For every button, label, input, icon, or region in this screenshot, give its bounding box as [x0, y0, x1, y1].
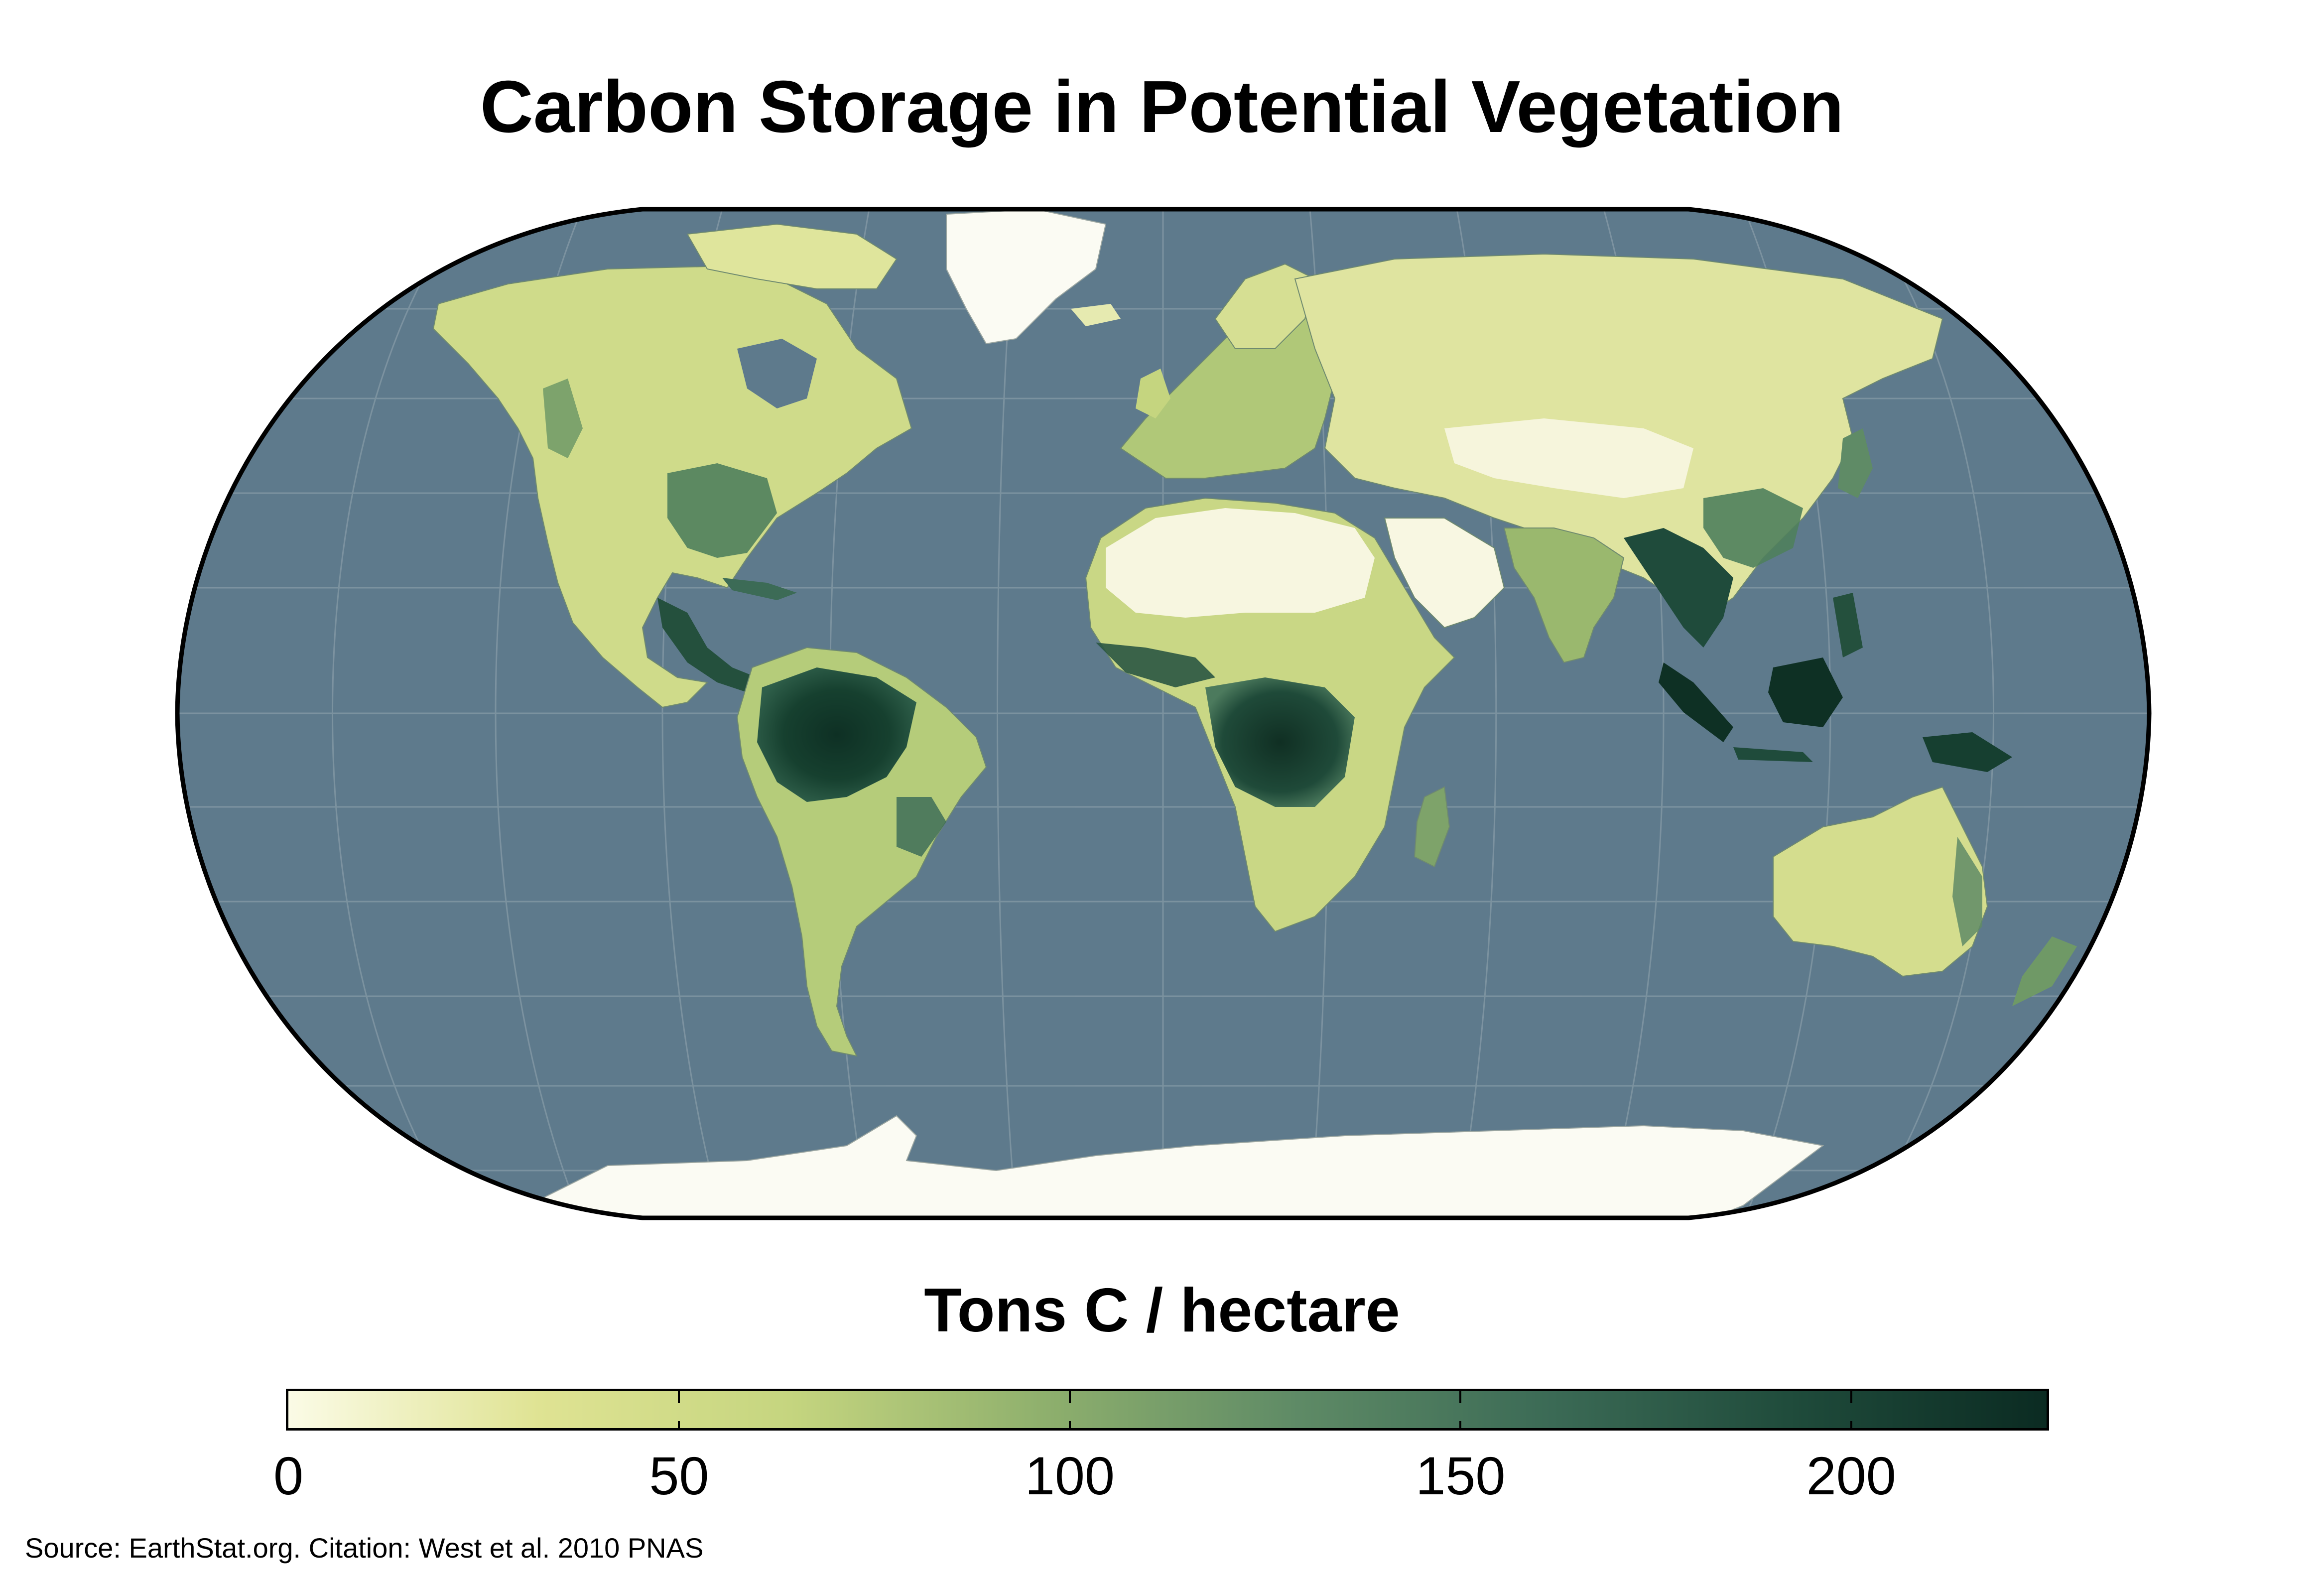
hudson-bay: [737, 339, 817, 408]
amazon-forest: [757, 667, 916, 802]
greenland: [946, 209, 1107, 345]
southeast-asia-forest: [1624, 528, 1733, 648]
atlantic-forest: [897, 797, 946, 857]
new-guinea: [1923, 732, 2012, 772]
colorbar-tick-label: 150: [1416, 1446, 1506, 1506]
south-asia: [1503, 527, 1625, 663]
colorbar-tick-mark: [1068, 1391, 1071, 1428]
sumatra: [1659, 662, 1733, 742]
java: [1733, 747, 1813, 762]
colorbar: [286, 1389, 2049, 1431]
map-title: Carbon Storage in Potential Vegetation: [480, 66, 1844, 148]
colorbar-tick-mark: [1850, 1391, 1852, 1428]
sahara: [1106, 508, 1375, 618]
caribbean: [722, 578, 797, 600]
new-zealand: [2012, 936, 2077, 1006]
arctic-islands: [686, 223, 898, 289]
philippines: [1833, 593, 1863, 657]
arabia: [1384, 518, 1505, 629]
map-frame: [175, 207, 2152, 1220]
colorbar-tick-mark: [1459, 1391, 1462, 1428]
central-america: [657, 598, 757, 692]
borneo: [1768, 657, 1843, 727]
colorbar-tick-label: 100: [1025, 1446, 1115, 1506]
colorbar-tick-label: 0: [273, 1446, 304, 1506]
japan: [1838, 428, 1873, 498]
antarctica: [498, 1115, 1824, 1218]
british-isles: [1136, 369, 1170, 418]
eastern-forest: [667, 463, 777, 558]
colorbar-title: Tons C / hectare: [924, 1276, 1400, 1345]
madagascar: [1414, 786, 1450, 868]
colorbar-tick-label: 200: [1806, 1446, 1896, 1506]
central-asia-desert: [1444, 418, 1693, 498]
colorbar-tick-label: 50: [649, 1446, 709, 1506]
colorbar-tick-mark: [678, 1391, 680, 1428]
pacific-northwest: [543, 379, 583, 458]
source-citation: Source: EarthStat.org. Citation: West et…: [25, 1532, 704, 1564]
iceland: [1071, 304, 1121, 326]
congo-forest: [1205, 677, 1355, 807]
west-africa-forest: [1096, 643, 1215, 687]
australia-east-coast: [1952, 837, 1982, 946]
china-east: [1703, 488, 1803, 568]
